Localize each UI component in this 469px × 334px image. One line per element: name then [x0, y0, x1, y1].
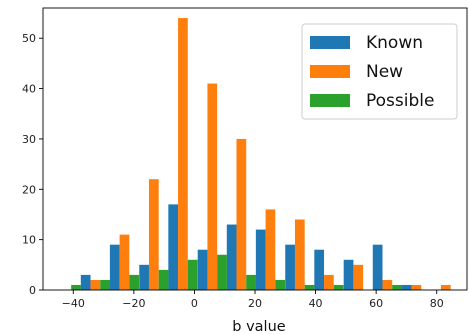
y-tick-label: 0 [29, 284, 36, 297]
bar-new-8 [294, 219, 305, 290]
x-tick-label: −40 [62, 297, 85, 310]
bars-layer [71, 18, 451, 290]
bar-known-7 [255, 229, 266, 290]
legend-swatch-possible [310, 94, 350, 107]
legend-label-known: Known [366, 33, 423, 53]
bar-known-5 [197, 249, 208, 290]
bar-possible-9 [333, 284, 344, 290]
legend-swatch-known [310, 36, 350, 49]
bar-possible-8 [304, 284, 315, 290]
y-axis: 0 10 20 30 40 50 [22, 32, 43, 297]
bar-possible-5 [217, 254, 227, 290]
bar-new-1 [90, 279, 101, 290]
bar-known-12 [401, 284, 412, 290]
x-tick-label: −20 [122, 297, 145, 310]
bar-new-9 [324, 274, 334, 290]
legend-label-possible: Possible [366, 91, 434, 111]
x-axis-title: b value [232, 319, 285, 334]
bar-possible-11 [392, 284, 402, 290]
y-tick-label: 50 [22, 32, 36, 45]
y-tick-label: 10 [22, 234, 36, 247]
bar-known-10 [343, 259, 354, 290]
bar-new-4 [178, 18, 188, 290]
y-tick-label: 20 [22, 183, 36, 196]
bar-new-10 [353, 264, 364, 290]
y-tick-label: 30 [22, 133, 36, 146]
bar-new-12 [411, 284, 422, 290]
bar-known-9 [314, 249, 325, 290]
bar-known-4 [168, 204, 179, 290]
x-tick-label: 80 [430, 297, 444, 310]
bar-known-11 [372, 244, 383, 290]
bar-possible-1 [100, 279, 110, 290]
bar-new-11 [382, 279, 393, 290]
bar-new-13 [440, 284, 451, 290]
bar-new-7 [265, 209, 276, 290]
bar-known-2 [109, 244, 120, 290]
legend-swatch-new [310, 65, 350, 78]
bar-new-6 [236, 138, 247, 290]
bar-possible-2 [129, 274, 140, 290]
bar-possible-7 [275, 279, 286, 290]
x-tick-label: 20 [248, 297, 262, 310]
y-tick-label: 40 [22, 83, 36, 96]
bar-new-3 [148, 179, 159, 290]
bar-possible-4 [187, 259, 198, 290]
legend: Known New Possible [301, 23, 458, 120]
bar-known-1 [80, 274, 91, 290]
bar-new-2 [119, 234, 130, 290]
bar-new-5 [207, 83, 218, 290]
bar-possible-3 [158, 269, 169, 290]
bar-possible-6 [246, 274, 256, 290]
bar-known-8 [285, 244, 295, 290]
bar-known-6 [226, 224, 237, 290]
bar-possible-0 [71, 284, 81, 290]
legend-label-new: New [366, 62, 403, 82]
x-tick-label: 0 [191, 297, 198, 310]
x-tick-label: 40 [309, 297, 323, 310]
bar-known-3 [139, 264, 149, 290]
x-axis: −40 −20 0 20 40 60 80 [62, 290, 444, 310]
x-tick-label: 60 [369, 297, 383, 310]
